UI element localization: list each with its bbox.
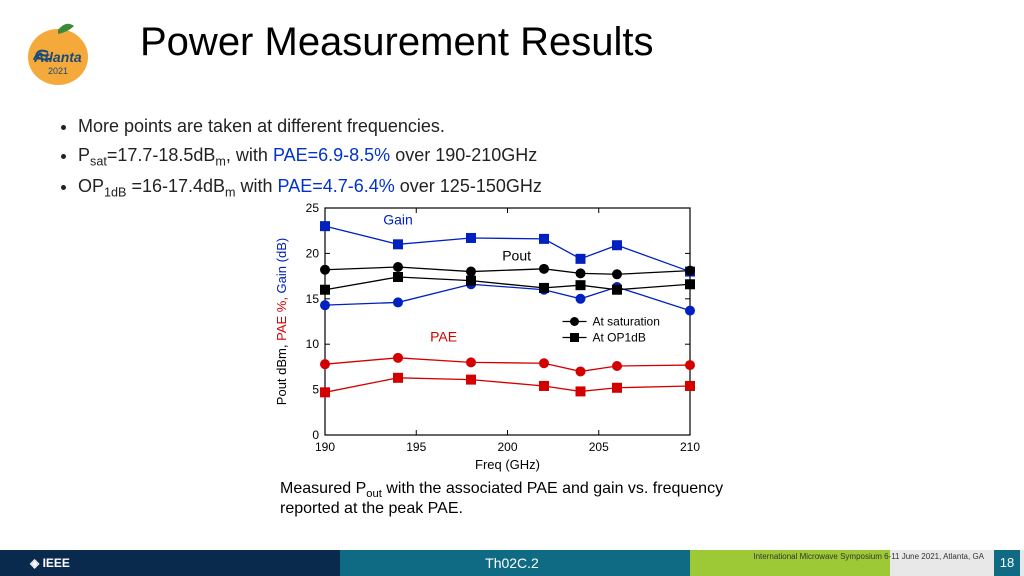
svg-text:15: 15 — [306, 292, 320, 306]
svg-text:Pout dBm, PAE %, Gain (dB): Pout dBm, PAE %, Gain (dB) — [274, 238, 289, 405]
page-number: 18 — [994, 550, 1020, 576]
svg-text:195: 195 — [406, 440, 426, 454]
svg-text:Gain: Gain — [383, 211, 413, 227]
svg-text:PAE: PAE — [430, 328, 457, 344]
svg-text:10: 10 — [306, 337, 320, 351]
svg-text:205: 205 — [589, 440, 609, 454]
chart-caption: Measured Pout with the associated PAE an… — [280, 480, 760, 518]
svg-text:190: 190 — [315, 440, 335, 454]
chart: 190 195 200 205 210 0 5 10 15 20 25 Freq (GHz) Pout … — [270, 200, 720, 480]
bullet-2: Psat=17.7-18.5dBm, with PAE=6.9-8.5% ove… — [78, 141, 542, 172]
svg-text:2021: 2021 — [48, 66, 68, 76]
svg-text:Freq (GHz): Freq (GHz) — [475, 457, 540, 472]
bullet-1: More points are taken at different frequ… — [78, 112, 542, 141]
bullet-list: More points are taken at different frequ… — [60, 112, 542, 202]
svg-text:At saturation: At saturation — [593, 315, 660, 329]
page-title: Power Measurement Results — [140, 20, 654, 65]
svg-text:0: 0 — [312, 428, 319, 442]
ims-label: International Microwave Symposium 6-11 J… — [753, 553, 984, 562]
footer-bar: ◈ IEEE Th02C.2 International Microwave S… — [0, 550, 1024, 576]
bullet-3: OP1dB =16-17.4dBm with PAE=4.7-6.4% over… — [78, 172, 542, 203]
svg-text:At OP1dB: At OP1dB — [593, 331, 646, 345]
svg-text:25: 25 — [306, 201, 320, 215]
svg-text:Atlanta: Atlanta — [33, 49, 82, 65]
atlanta-logo: Atlanta 2021 — [18, 12, 98, 92]
svg-text:Pout: Pout — [502, 248, 531, 264]
svg-text:5: 5 — [312, 383, 319, 397]
chart-svg: 190 195 200 205 210 0 5 10 15 20 25 Freq (GHz) Pout … — [270, 200, 700, 475]
svg-text:200: 200 — [497, 440, 517, 454]
svg-text:20: 20 — [306, 246, 320, 260]
svg-text:210: 210 — [680, 440, 700, 454]
